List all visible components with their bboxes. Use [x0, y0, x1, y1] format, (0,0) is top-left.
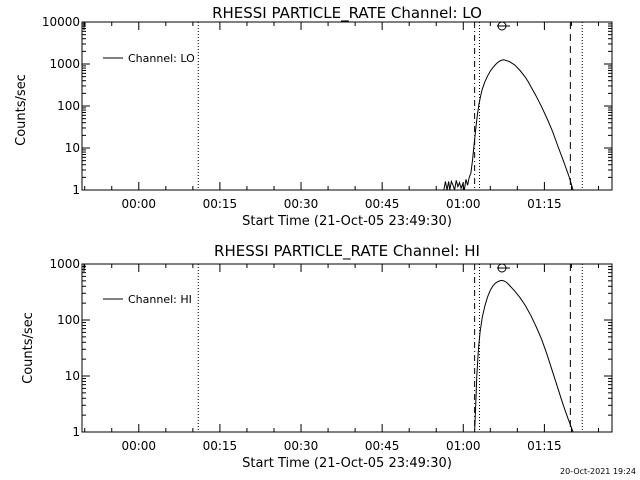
panel-hi-x-tick-label: 00:00 — [121, 439, 156, 453]
panel-hi-x-tick-label: 01:15 — [527, 439, 562, 453]
panel-hi: RHESSI PARTICLE_RATE Channel: HI Counts/… — [21, 242, 613, 471]
panel-lo-flare-marker — [497, 21, 510, 31]
panel-hi-y-tick-label: 10 — [65, 369, 80, 383]
panel-hi-x-tick-label: 00:45 — [365, 439, 400, 453]
panel-lo-y-ticks: 1 10 100 1000 10000 — [42, 15, 612, 197]
panel-hi-y-ticks: 1 10 100 1000 — [49, 257, 612, 439]
panel-lo-markers — [197, 22, 583, 190]
panel-hi-series — [474, 279, 574, 433]
panel-hi-x-ticks: 00:00 00:15 00:30 00:45 01:00 01:15 — [84, 264, 599, 453]
panel-hi-legend: Channel: HI — [103, 293, 192, 306]
panel-hi-flare-marker — [497, 263, 510, 273]
panel-hi-legend-label: Channel: HI — [128, 293, 192, 306]
panel-hi-x-tick-label: 01:00 — [446, 439, 481, 453]
panel-lo-y-tick-label: 10 — [65, 141, 80, 155]
panel-hi-title: RHESSI PARTICLE_RATE Channel: HI — [214, 242, 480, 261]
panel-lo-x-tick-label: 00:45 — [365, 197, 400, 211]
panel-hi-x-tick-label: 00:15 — [203, 439, 238, 453]
panel-hi-y-tick-label: 100 — [57, 313, 80, 327]
panel-lo-y-tick-label: 100 — [57, 99, 80, 113]
panel-hi-x-tick-label: 00:30 — [284, 439, 319, 453]
panel-lo-x-ticks: 00:00 00:15 00:30 00:45 01:00 01:15 — [84, 22, 599, 211]
panel-lo-y-tick-label: 1 — [72, 183, 80, 197]
panel-lo-x-tick-label: 00:30 — [284, 197, 319, 211]
panel-lo-y-axis-label: Counts/sec — [14, 74, 29, 146]
panel-lo-series-line — [443, 59, 574, 191]
timestamp: 20-Oct-2021 19:24 — [560, 467, 636, 476]
panel-hi-series-line — [474, 279, 574, 433]
panel-lo-plot-frame — [81, 21, 613, 191]
panel-hi-y-tick-label: 1 — [72, 425, 80, 439]
panel-lo-x-axis-label: Start Time (21-Oct-05 23:49:30) — [242, 214, 452, 229]
panel-lo-title: RHESSI PARTICLE_RATE Channel: LO — [212, 4, 482, 23]
panel-hi-markers — [197, 264, 583, 432]
panel-lo-legend-label: Channel: LO — [128, 52, 195, 65]
panel-hi-y-axis-label: Counts/sec — [21, 312, 36, 384]
panel-lo-x-tick-label: 00:15 — [203, 197, 238, 211]
panel-hi-y-tick-label: 1000 — [49, 257, 80, 271]
panel-hi-x-axis-label: Start Time (21-Oct-05 23:49:30) — [242, 456, 452, 471]
panel-hi-plot-frame — [81, 263, 613, 433]
panel-lo-legend: Channel: LO — [103, 52, 195, 65]
panel-lo-series — [443, 59, 574, 191]
panel-lo-x-tick-label: 00:00 — [121, 197, 156, 211]
panel-lo: RHESSI PARTICLE_RATE Channel: LO Counts/… — [14, 4, 613, 229]
panel-lo-x-tick-label: 01:15 — [527, 197, 562, 211]
panel-lo-y-tick-label: 1000 — [49, 57, 80, 71]
panel-lo-x-tick-label: 01:00 — [446, 197, 481, 211]
panel-lo-y-tick-label: 10000 — [42, 15, 80, 29]
